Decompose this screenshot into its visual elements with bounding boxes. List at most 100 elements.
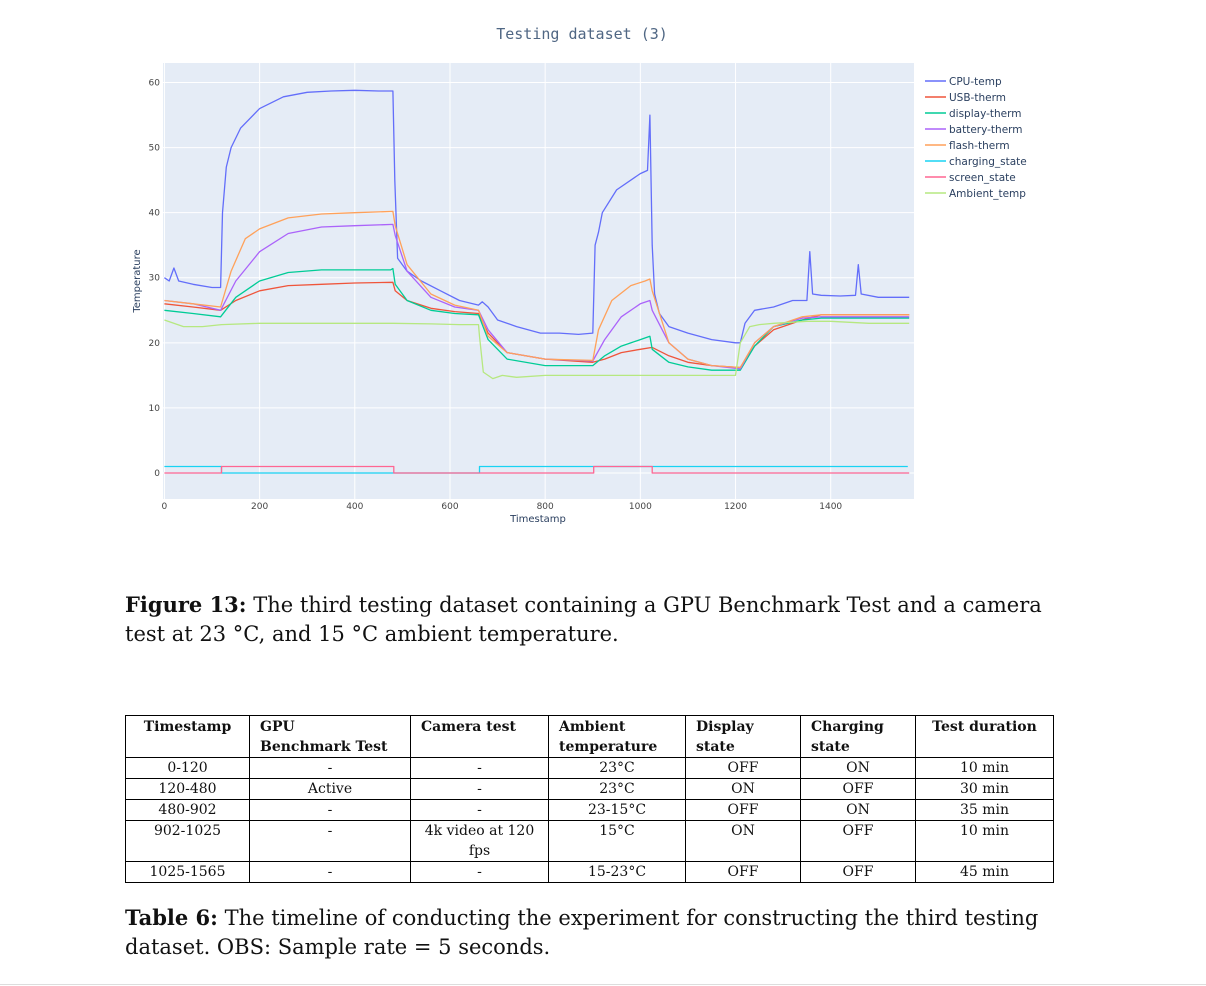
table-cell: 15-23°C [548,861,686,883]
table-cell: - [410,778,549,800]
legend-label: Ambient_temp [949,188,1026,200]
header-cell: Display state [685,715,801,758]
y-tick-label: 60 [149,79,161,89]
table-cell: OFF [800,861,916,883]
page-bottom-rule [0,984,1206,985]
x-tick-label: 1400 [819,502,842,512]
table-cell: 10 min [915,820,1054,862]
table-cell: - [249,799,411,821]
table-cell: - [249,820,411,862]
header-text: state [811,739,850,755]
table-cell: - [249,861,411,883]
y-axis-title: Temperature [132,249,143,313]
table-cell: 0-120 [125,757,250,779]
legend-label: battery-therm [949,124,1023,136]
table-header-row: Timestamp GPU Benchmark Test Camera test … [125,715,1054,758]
table-cell: - [410,861,549,883]
table-cell: ON [800,799,916,821]
y-tick-label: 50 [149,144,161,154]
figure-caption-text: The third testing dataset containing a G… [125,593,1042,646]
header-text: Test duration [932,719,1037,735]
x-axis-title: Timestamp [509,514,566,525]
table-cell: 23-15°C [548,799,686,821]
plot-background [163,63,914,499]
header-text: Charging [811,719,884,735]
table-cell: 480-902 [125,799,250,821]
series-line-charging-state [164,465,908,474]
table-cell: OFF [800,778,916,800]
table-cell: ON [685,778,801,800]
table-row: 1025-1565 - - 15-23°C OFF OFF 45 min [125,861,1054,883]
table-cell: OFF [800,820,916,862]
table-cell: 902-1025 [125,820,250,862]
table-cell: - [410,757,549,779]
line-chart: 0 200 400 600 800 1000 1200 1400 0 10 20 30 40 50 60 T… [132,63,1027,525]
header-text: Camera test [421,719,516,735]
header-text: state [696,739,735,755]
legend-label: screen_state [949,172,1016,184]
x-tick-label: 600 [441,502,458,512]
table-cell: 15°C [548,820,686,862]
header-text: Timestamp [143,719,232,735]
header-cell: Timestamp [125,715,250,758]
table-caption: Table 6: The timeline of conducting the … [125,903,1045,962]
table-cell: - [249,757,411,779]
x-tick-label: 200 [251,502,268,512]
header-cell: Charging state [800,715,916,758]
table-cell: - [410,799,549,821]
table-cell: OFF [685,799,801,821]
series-line-flash-therm [164,210,910,369]
series-line-cpu-temp [164,89,910,344]
table-cell: 23°C [548,778,686,800]
table-cell: ON [685,820,801,862]
legend-label: display-therm [949,108,1021,120]
table-row: 902-1025 - 4k video at 120 fps 15°C ON O… [125,820,1054,862]
x-tick-label: 0 [162,502,168,512]
table-row: 120-480 Active - 23°C ON OFF 30 min [125,778,1054,800]
legend-label: charging_state [949,156,1027,168]
table-cell: ON [800,757,916,779]
table-caption-label: Table 6: [125,905,218,930]
header-text: temperature [559,739,658,755]
table-caption-text: The timeline of conducting the experimen… [125,906,1039,959]
header-text: Benchmark Test [260,739,388,755]
legend: CPU-temp USB-therm display-therm battery-th… [925,76,1027,200]
table-cell: 45 min [915,861,1054,883]
x-tick-label: 400 [346,502,363,512]
header-cell: GPU Benchmark Test [249,715,411,758]
table-row: 480-902 - - 23-15°C OFF ON 35 min [125,799,1054,821]
series-line-display-therm [164,267,910,371]
y-tick-label: 10 [149,404,161,414]
header-text: Ambient [559,719,626,735]
table-cell: 120-480 [125,778,250,800]
table-cell: 30 min [915,778,1054,800]
table-cell: 4k video at 120 fps [410,820,549,862]
table-cell: OFF [685,757,801,779]
header-cell: Ambient temperature [548,715,686,758]
axis-ticks: 0 200 400 600 800 1000 1200 1400 0 10 20 30 40 50 60 [149,79,843,512]
header-text: GPU [260,719,295,735]
header-cell: Camera test [410,715,549,758]
figure-caption: Figure 13: The third testing dataset con… [125,590,1045,649]
x-tick-label: 1000 [629,502,652,512]
table-cell: 23°C [548,757,686,779]
header-cell: Test duration [915,715,1054,758]
figure-caption-label: Figure 13: [125,592,247,617]
timeline-table: Timestamp GPU Benchmark Test Camera test … [125,715,1054,883]
y-tick-label: 30 [149,274,161,284]
table-cell: 35 min [915,799,1054,821]
y-tick-label: 0 [154,469,160,479]
series-lines [164,89,910,474]
chart-title: Testing dataset (3) [496,25,668,43]
legend-label: flash-therm [949,140,1010,152]
table-row: 0-120 - - 23°C OFF ON 10 min [125,757,1054,779]
legend-label: CPU-temp [949,76,1002,88]
y-tick-label: 40 [149,209,161,219]
table-cell: OFF [685,861,801,883]
table-cell: Active [249,778,411,800]
series-line-ambient-temp [164,319,910,380]
x-tick-label: 1200 [724,502,747,512]
y-tick-label: 20 [149,339,161,349]
table-cell: 1025-1565 [125,861,250,883]
x-tick-label: 800 [537,502,554,512]
